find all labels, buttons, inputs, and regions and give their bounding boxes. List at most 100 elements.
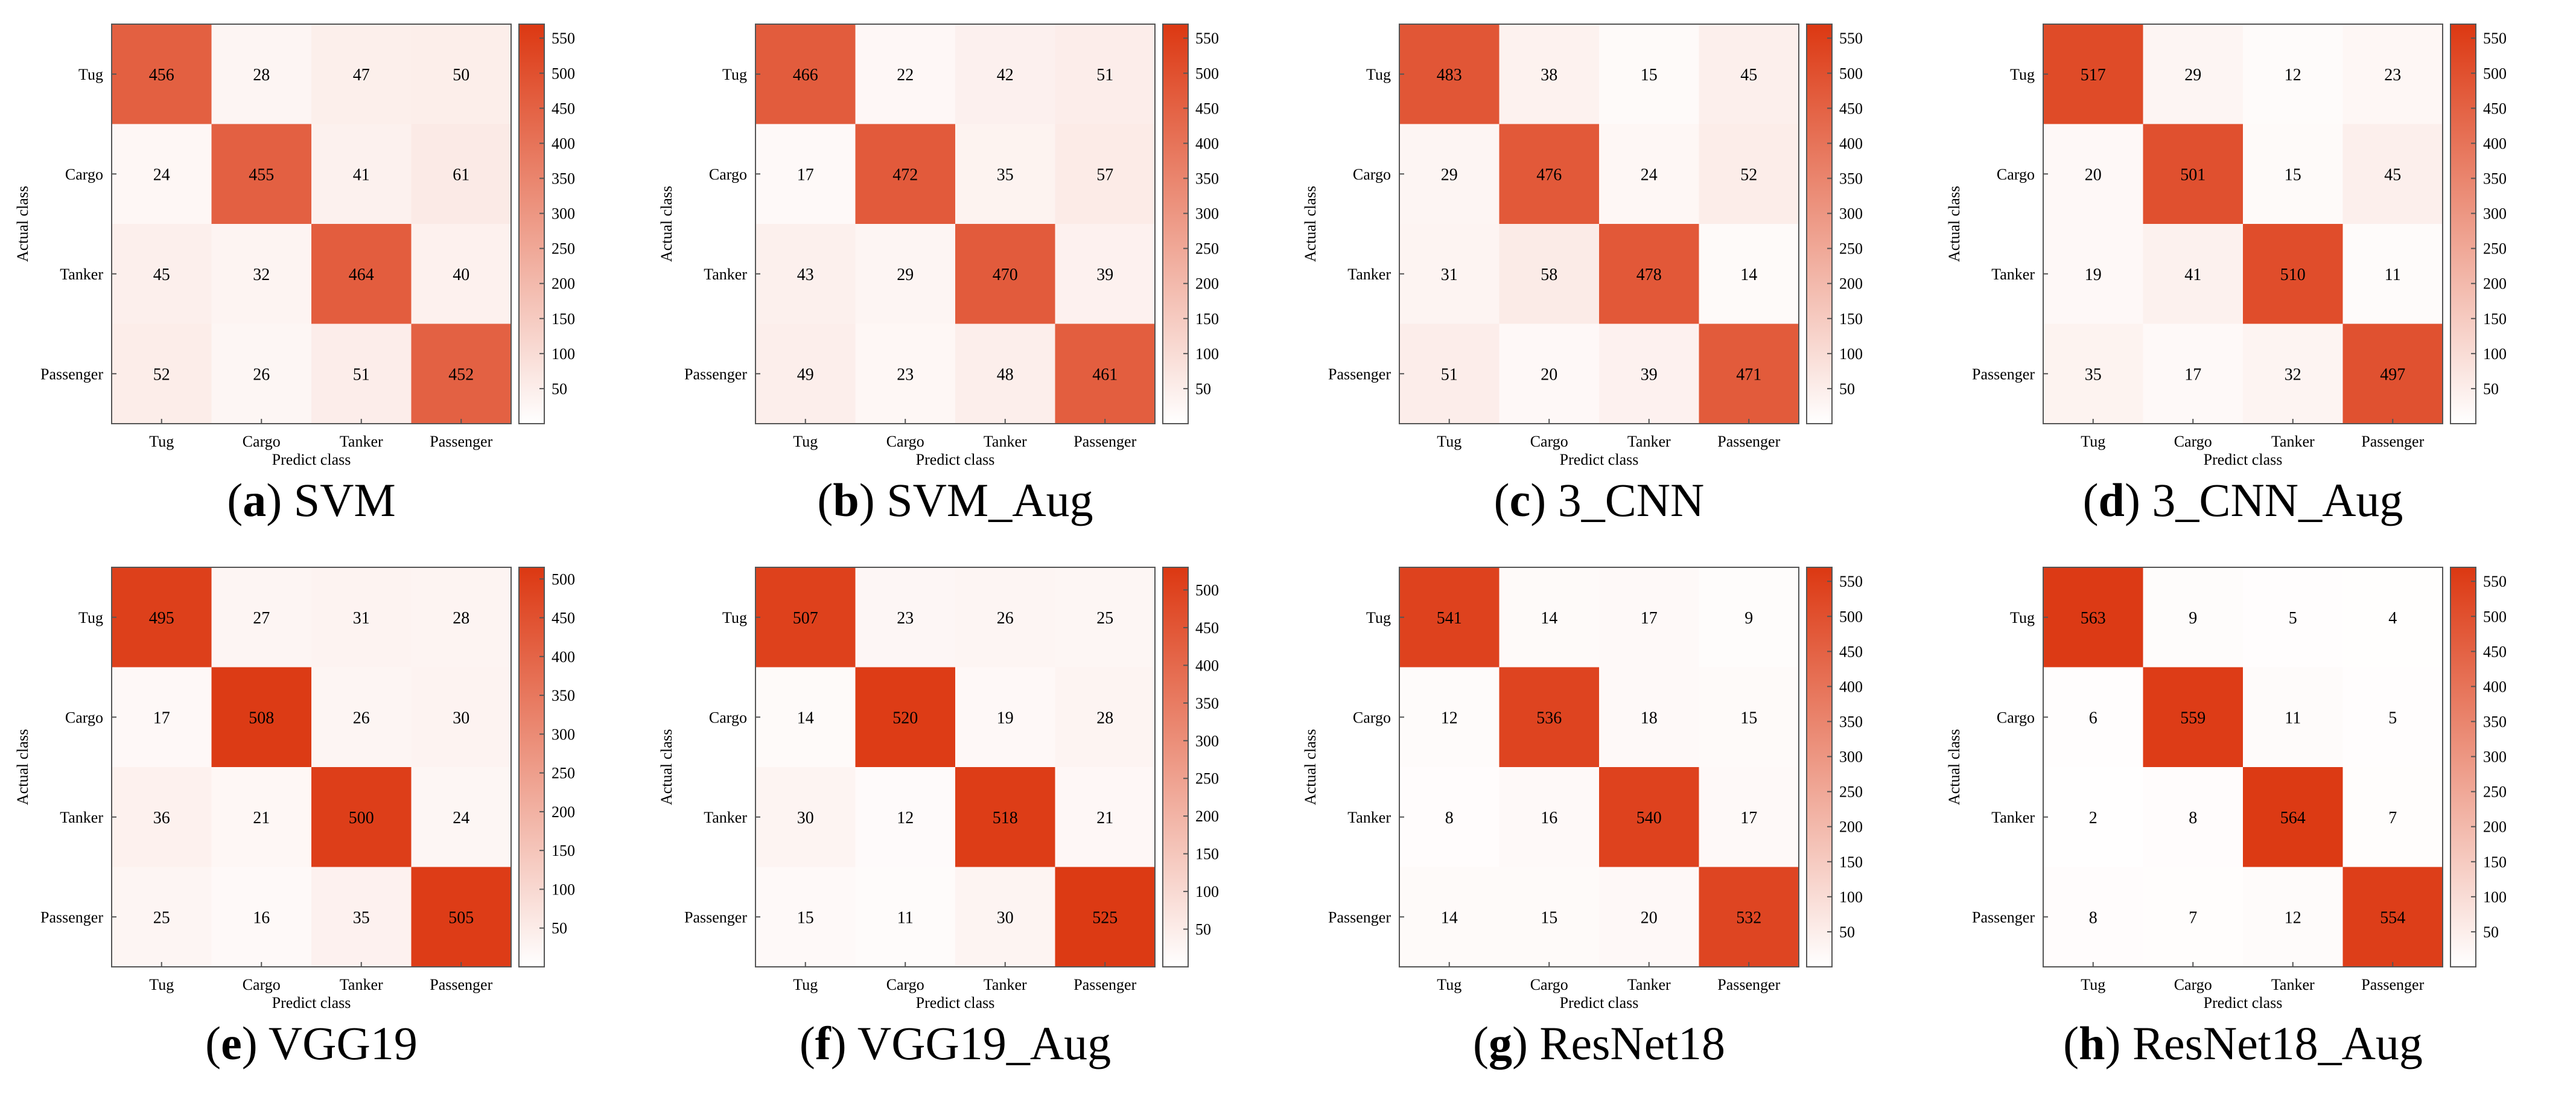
matrix-cell bbox=[411, 224, 512, 324]
colorbar-tick-label: 250 bbox=[1195, 770, 1219, 788]
x-tick-label: Tanker bbox=[1627, 976, 1671, 993]
matrix-cell bbox=[755, 667, 856, 768]
matrix-cell bbox=[755, 767, 856, 867]
colorbar-tick-label: 250 bbox=[552, 765, 575, 782]
matrix-cell bbox=[855, 124, 956, 225]
x-tick-label: Tug bbox=[149, 433, 174, 450]
matrix-cell bbox=[955, 24, 1055, 124]
colorbar-tick-label: 300 bbox=[2483, 748, 2507, 766]
matrix-cell bbox=[1399, 867, 1499, 967]
cell-value-label: 38 bbox=[1541, 66, 1557, 84]
cell-value-label: 12 bbox=[2285, 908, 2301, 927]
y-tick-label: Passenger bbox=[684, 365, 747, 383]
cell-value-label: 50 bbox=[453, 66, 469, 84]
cell-value-label: 31 bbox=[353, 609, 370, 628]
matrix-cell bbox=[855, 867, 956, 967]
cell-value-label: 472 bbox=[892, 165, 918, 184]
cell-value-label: 40 bbox=[453, 266, 469, 284]
x-axis-label: Predict class bbox=[1560, 994, 1639, 1012]
cell-value-label: 7 bbox=[2388, 809, 2397, 827]
x-tick-label: Passenger bbox=[1717, 976, 1780, 993]
colorbar-tick-label: 50 bbox=[1839, 380, 1855, 398]
cell-value-label: 30 bbox=[453, 709, 469, 727]
colorbar-tick-label: 500 bbox=[1195, 65, 1219, 82]
colorbar bbox=[518, 24, 545, 424]
y-tick-label: Cargo bbox=[65, 165, 103, 183]
colorbar-tick-label: 100 bbox=[552, 881, 575, 898]
caption-open-paren: ( bbox=[1472, 1017, 1489, 1069]
colorbar-tick-label: 300 bbox=[2483, 205, 2507, 223]
confusion-matrix-panel-c: 483 38 15 45 29 476 24 52 31 58 478 14 51 20 39 471 Tug C… bbox=[1288, 0, 1921, 543]
colorbar-tick-label: 350 bbox=[552, 170, 575, 188]
caption-letter: b bbox=[833, 474, 859, 526]
matrix-cell bbox=[1599, 567, 1699, 667]
x-axis-label: Predict class bbox=[272, 994, 351, 1012]
cell-value-label: 15 bbox=[1740, 709, 1757, 727]
cell-value-label: 11 bbox=[2285, 709, 2301, 727]
matrix-cell bbox=[955, 667, 1055, 768]
x-axis-label: Predict class bbox=[272, 451, 351, 468]
colorbar-tick-label: 150 bbox=[1839, 853, 1863, 871]
caption-open-paren: ( bbox=[817, 474, 833, 526]
cell-value-label: 48 bbox=[997, 365, 1014, 384]
panel-caption: (h) ResNet18_Aug bbox=[2062, 1020, 2424, 1067]
colorbar-tick-label: 350 bbox=[1195, 170, 1219, 188]
x-axis-label: Predict class bbox=[916, 994, 995, 1012]
cell-value-label: 12 bbox=[1441, 709, 1458, 727]
caption-model-name: ResNet18_Aug bbox=[2132, 1017, 2423, 1069]
colorbar bbox=[1162, 24, 1189, 424]
cell-value-label: 510 bbox=[2280, 266, 2306, 284]
cell-value-label: 12 bbox=[2285, 66, 2301, 84]
y-tick-label: Tanker bbox=[704, 809, 747, 826]
cell-value-label: 536 bbox=[1536, 709, 1562, 727]
matrix-cell bbox=[311, 767, 412, 867]
colorbar-tick-label: 400 bbox=[1195, 135, 1219, 152]
colorbar-tick-label: 200 bbox=[1839, 818, 1863, 836]
confusion-matrix-panel-h: 563 9 5 4 6 559 11 5 2 8 564 7 8 7 12 554 Tug Cargo Tanker… bbox=[1932, 543, 2565, 1086]
cell-value-label: 541 bbox=[1437, 609, 1462, 628]
cell-value-label: 517 bbox=[2081, 66, 2106, 84]
colorbar-tick-label: 350 bbox=[1839, 713, 1863, 731]
matrix-cell bbox=[1499, 867, 1600, 967]
cell-value-label: 471 bbox=[1736, 365, 1761, 384]
colorbar-tick-label: 450 bbox=[1195, 619, 1219, 637]
matrix-cell bbox=[2043, 767, 2143, 867]
cell-value-label: 58 bbox=[1541, 266, 1557, 284]
matrix-cell bbox=[1699, 124, 1799, 225]
matrix-cell bbox=[1499, 124, 1600, 225]
matrix-cell bbox=[1599, 767, 1699, 867]
cell-value-label: 4 bbox=[2388, 609, 2397, 628]
y-tick-label: Tanker bbox=[1347, 809, 1391, 826]
y-tick-label: Cargo bbox=[1353, 165, 1391, 183]
caption-open-paren: ( bbox=[2082, 474, 2099, 526]
colorbar-tick-label: 550 bbox=[2483, 573, 2507, 590]
cell-value-label: 61 bbox=[453, 165, 469, 184]
x-tick-label: Tanker bbox=[984, 976, 1027, 993]
colorbar-tick-label: 350 bbox=[1195, 695, 1219, 712]
matrix-cell bbox=[411, 567, 512, 667]
matrix-cell bbox=[2043, 323, 2143, 424]
colorbar-tick-label: 500 bbox=[1195, 581, 1219, 599]
y-axis-label: Actual class bbox=[14, 186, 31, 262]
cell-value-label: 11 bbox=[2385, 266, 2401, 284]
cell-value-label: 32 bbox=[253, 266, 270, 284]
caption-letter: h bbox=[2079, 1017, 2105, 1069]
matrix-cell bbox=[2043, 124, 2143, 225]
colorbar-tick-label: 200 bbox=[2483, 275, 2507, 293]
x-tick-label: Tanker bbox=[340, 433, 383, 450]
x-tick-label: Passenger bbox=[1073, 433, 1136, 450]
caption-letter: c bbox=[1509, 474, 1531, 526]
cell-value-label: 520 bbox=[892, 709, 918, 727]
cell-value-label: 563 bbox=[2081, 609, 2106, 628]
matrix-cell bbox=[1599, 124, 1699, 225]
heatmap-svg: 466 22 42 51 17 472 35 57 43 29 470 39 49 23 48 461 Tug C… bbox=[658, 24, 1219, 468]
matrix-cell bbox=[2143, 224, 2244, 324]
matrix-cell bbox=[2243, 323, 2343, 424]
cell-value-label: 455 bbox=[249, 165, 274, 184]
y-axis-label: Actual class bbox=[658, 186, 675, 262]
colorbar-tick-label: 300 bbox=[552, 205, 575, 223]
cell-value-label: 15 bbox=[1541, 908, 1557, 927]
cell-value-label: 23 bbox=[897, 609, 914, 628]
colorbar-tick-label: 450 bbox=[1839, 643, 1863, 660]
cell-value-label: 39 bbox=[1096, 266, 1113, 284]
